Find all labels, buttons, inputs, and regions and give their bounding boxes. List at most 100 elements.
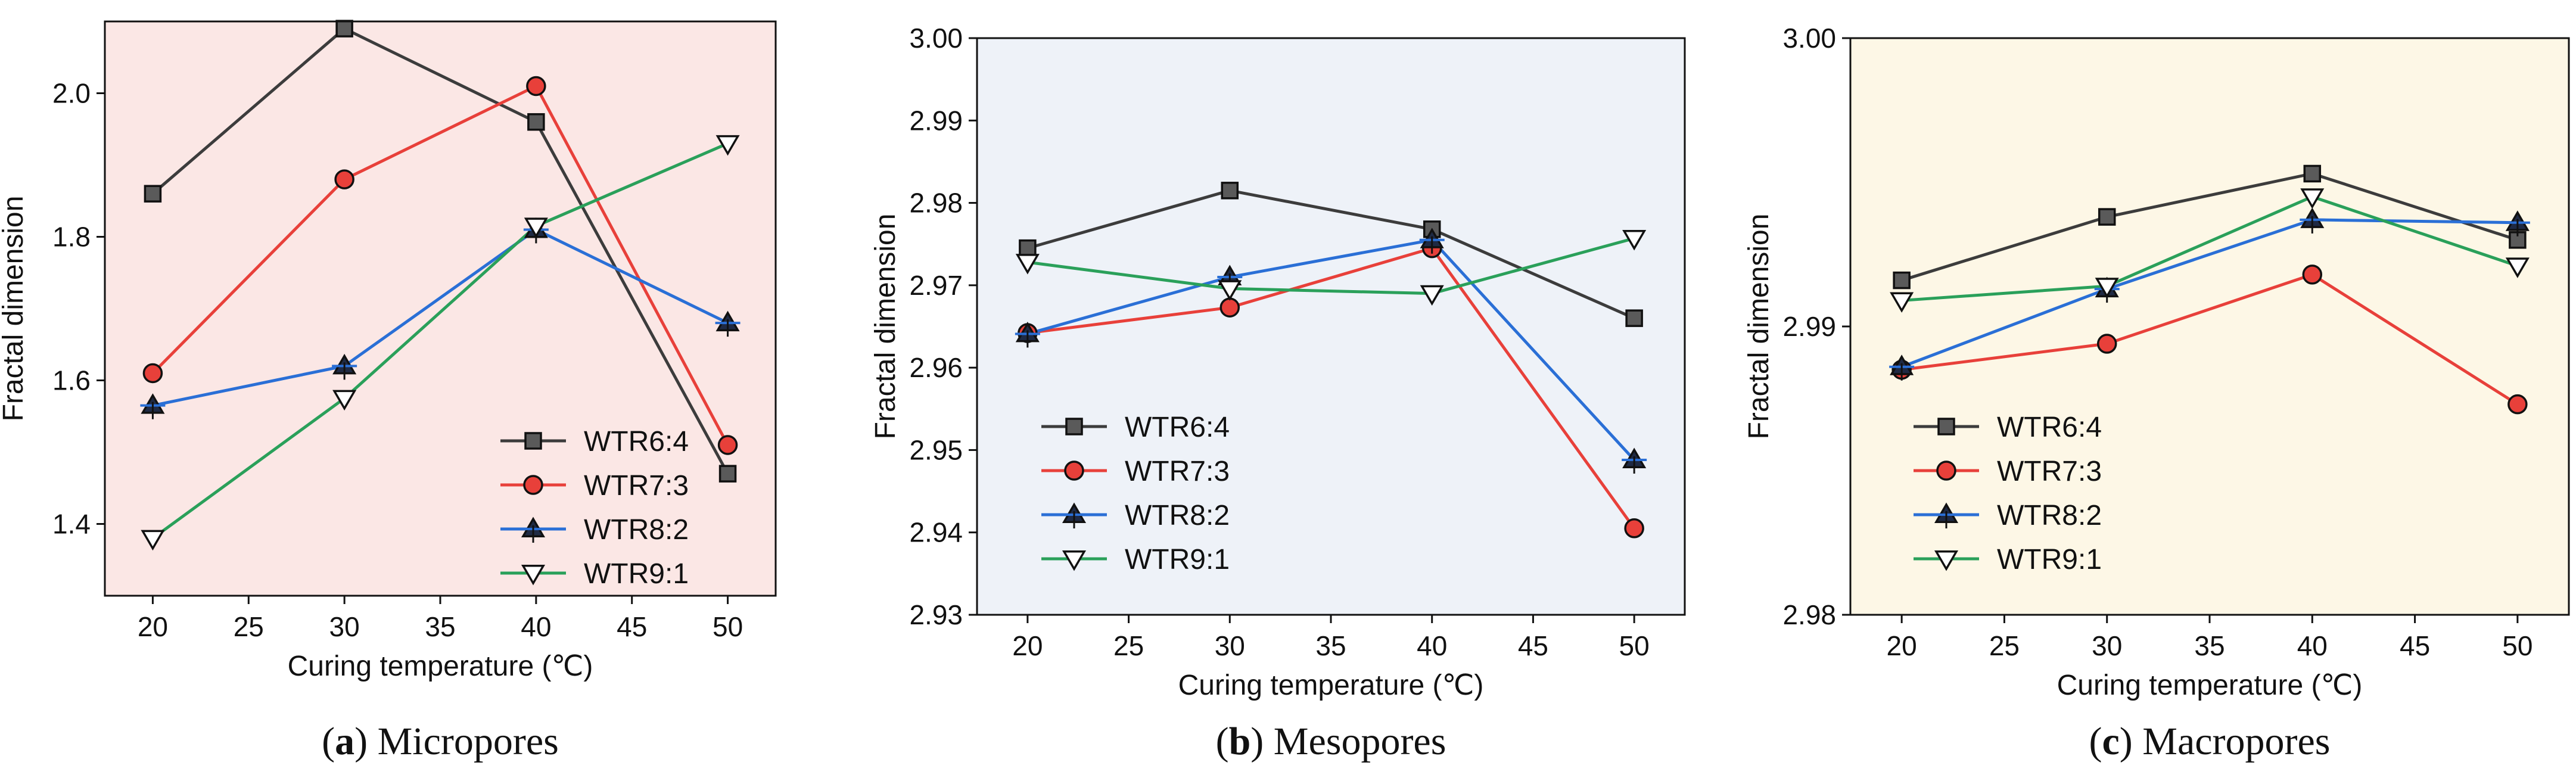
legend-marker	[1065, 418, 1083, 435]
caption-paren-open: (	[322, 720, 335, 763]
legend-marker	[1062, 550, 1087, 571]
y-tick-label: 1.8	[52, 222, 91, 253]
panel-caption: (b) Mesopores	[1216, 720, 1446, 763]
chart-panel-c: 20 25 30 35 40 45 50 2.98 2.99 3.00 Curing tempera…	[1743, 23, 2570, 763]
legend-label: WTR8:2	[1997, 500, 2102, 531]
legend-marker	[523, 475, 543, 495]
legend-label: WTR8:2	[584, 514, 689, 546]
data-point-WTR6-4	[1019, 239, 1037, 257]
legend-marker	[524, 432, 542, 450]
legend-marker	[1937, 418, 1955, 435]
caption-paren-close: )	[1250, 720, 1273, 763]
x-tick-label: 25	[1113, 630, 1144, 661]
x-tick-label: 45	[617, 611, 647, 642]
x-tick-label: 30	[2092, 630, 2122, 661]
x-tick-label: 25	[234, 611, 264, 642]
y-tick-label: 2.98	[909, 188, 963, 219]
series-line-WTR9-1	[151, 142, 729, 540]
legend-marker	[1934, 502, 1959, 528]
data-point-WTR7-3	[2096, 334, 2117, 354]
x-tick-label: 50	[713, 611, 743, 642]
series-line-WTR7-3	[151, 84, 729, 446]
legend-marker	[1064, 460, 1084, 481]
x-tick-label: 40	[1417, 630, 1447, 661]
caption-paren-close: )	[2120, 720, 2142, 763]
data-point-WTR8-2	[1015, 321, 1040, 348]
data-point-WTR9-1	[332, 390, 357, 411]
caption-title: Mesopores	[1274, 720, 1446, 763]
series-line-WTR6-4	[1901, 172, 2518, 282]
data-point-WTR8-2	[140, 393, 166, 419]
caption-title: Micropores	[378, 720, 559, 763]
y-axis-title: Fractal dimension	[870, 214, 901, 440]
x-tick-label: 45	[1518, 630, 1548, 661]
legend-label: WTR6:4	[1997, 412, 2102, 443]
data-point-WTR7-3	[717, 435, 738, 455]
series-line-WTR9-1	[1027, 237, 1635, 295]
caption-letter: a	[335, 720, 354, 763]
data-point-WTR9-1	[141, 530, 165, 551]
y-axis-title: Fractal dimension	[1743, 214, 1775, 440]
plot-background	[977, 38, 1685, 615]
x-tick-label: 50	[2502, 630, 2533, 661]
x-tick-label: 20	[138, 611, 168, 642]
data-point-WTR9-1	[1218, 280, 1242, 301]
data-point-WTR8-2	[1622, 447, 1647, 474]
data-point-WTR9-1	[2095, 278, 2119, 298]
plot-frame	[1849, 37, 2570, 616]
data-point-WTR7-3	[142, 363, 163, 384]
y-tick-label: 2.96	[909, 352, 963, 383]
legend-label: WTR6:4	[584, 426, 689, 458]
data-point-WTR7-3	[1624, 518, 1644, 539]
data-point-WTR8-2	[1419, 228, 1445, 254]
legend-label: WTR8:2	[1125, 500, 1230, 531]
data-point-WTR6-4	[718, 465, 737, 483]
legend-marker	[1936, 460, 1956, 481]
y-tick-label: 2.99	[1782, 311, 1836, 342]
y-tick-label: 2.95	[909, 434, 963, 465]
legend-marker	[1934, 550, 1959, 571]
x-tick-label: 30	[1215, 630, 1245, 661]
x-tick-label: 20	[1887, 630, 1917, 661]
x-tick-label: 20	[1012, 630, 1043, 661]
x-tick-label: 50	[1619, 630, 1650, 661]
legend-label: WTR7:3	[1125, 456, 1230, 487]
data-point-WTR8-2	[332, 353, 357, 380]
legend-marker	[1062, 502, 1087, 528]
x-tick-label: 35	[2194, 630, 2225, 661]
data-point-WTR6-4	[2303, 164, 2322, 183]
plot-frame	[976, 37, 1686, 616]
legend-label: WTR7:3	[584, 470, 689, 502]
y-tick-label: 1.4	[52, 509, 91, 540]
y-tick-label: 2.99	[909, 105, 963, 136]
data-point-WTR6-4	[2098, 208, 2116, 226]
data-point-WTR8-2	[715, 310, 741, 337]
caption-paren-open: (	[2089, 720, 2102, 763]
x-tick-label: 35	[425, 611, 455, 642]
data-point-WTR9-1	[1015, 254, 1040, 275]
data-point-WTR7-3	[334, 169, 354, 189]
x-axis-title: Curing temperature (℃)	[2057, 670, 2363, 701]
legend-label: WTR9:1	[1125, 544, 1230, 575]
chart-panel-b: 20 25 30 35 40 45 50 2.93 2.94 2.95 2.96 2.97 2.98 2.…	[870, 23, 1686, 763]
caption-paren-open: (	[1216, 720, 1229, 763]
data-point-WTR9-1	[1890, 292, 1914, 313]
data-point-WTR8-2	[2300, 207, 2325, 234]
y-tick-label: 2.0	[52, 78, 91, 109]
legend-label: WTR7:3	[1997, 456, 2102, 487]
legend-marker	[521, 565, 546, 586]
data-point-WTR9-1	[715, 135, 740, 156]
legend-label: WTR9:1	[1997, 544, 2102, 575]
y-tick-label: 2.94	[909, 517, 963, 548]
panel-caption: (c) Macropores	[2089, 720, 2331, 763]
data-point-WTR6-4	[2509, 231, 2527, 249]
series-line-WTR8-2	[1901, 218, 2518, 369]
y-tick-label: 3.00	[1782, 23, 1836, 54]
data-point-WTR7-3	[2302, 265, 2323, 285]
plot-background	[105, 21, 776, 596]
x-tick-label: 45	[2400, 630, 2430, 661]
data-point-WTR9-1	[2300, 188, 2325, 209]
caption-title: Macropores	[2142, 720, 2330, 763]
data-point-WTR7-3	[2507, 394, 2528, 415]
